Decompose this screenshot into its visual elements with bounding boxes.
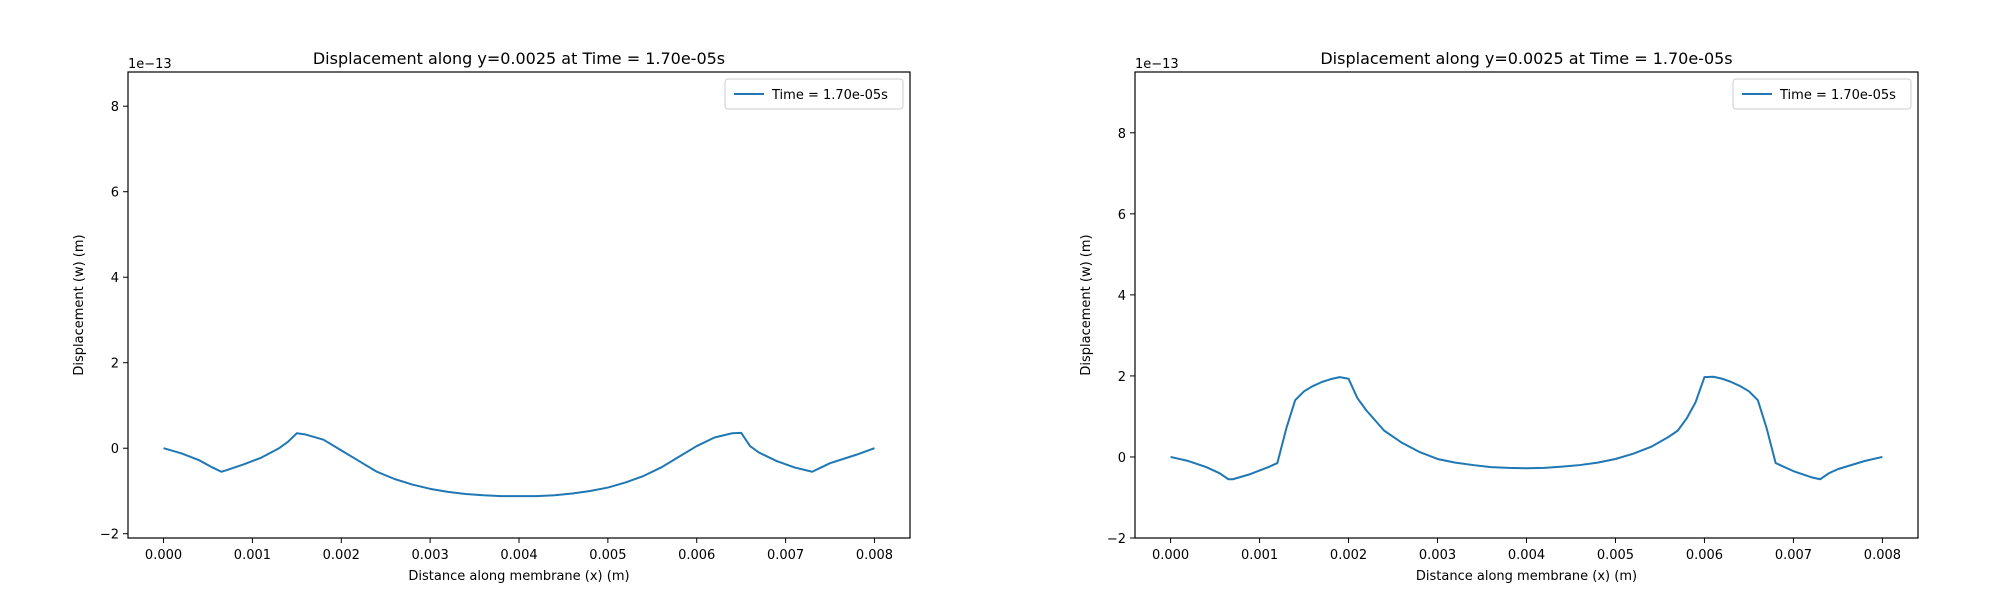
x-tick-label: 0.005 — [589, 548, 626, 563]
x-tick-label: 0.008 — [1864, 548, 1901, 563]
x-tick-label: 0.008 — [856, 548, 893, 563]
x-tick-label: 0.000 — [1152, 548, 1189, 563]
y-tick-label: 8 — [111, 100, 119, 115]
x-tick-label: 0.001 — [234, 548, 271, 563]
x-tick-label: 0.006 — [678, 548, 715, 563]
x-tick-label: 0.000 — [145, 548, 182, 563]
x-tick-label: 0.007 — [1775, 548, 1812, 563]
y-offset-text: 1e−13 — [128, 57, 172, 72]
chart-title: Displacement along y=0.0025 at Time = 1.… — [1320, 49, 1732, 68]
y-tick-label: −2 — [1107, 532, 1126, 547]
y-tick-label: 2 — [111, 357, 119, 372]
x-tick-label: 0.003 — [412, 548, 449, 563]
x-tick-label: 0.005 — [1597, 548, 1634, 563]
legend: Time = 1.70e-05s — [1732, 78, 1912, 110]
x-tick-label: 0.002 — [1330, 548, 1367, 563]
y-tick-label: 0 — [111, 442, 119, 457]
y-tick-label: 8 — [1118, 127, 1126, 142]
x-axis-label: Distance along membrane (x) (m) — [1416, 569, 1637, 584]
x-tick-label: 0.003 — [1419, 548, 1456, 563]
chart-title: Displacement along y=0.0025 at Time = 1.… — [313, 49, 725, 68]
y-tick-label: −2 — [100, 528, 119, 543]
plot-frame — [1134, 71, 1919, 539]
x-tick-label: 0.004 — [1508, 548, 1545, 563]
y-tick-label: 0 — [1118, 451, 1126, 466]
y-axis-label: Displacement (w) (m) — [72, 234, 87, 375]
x-tick-label: 0.002 — [323, 548, 360, 563]
y-tick-label: 6 — [111, 186, 119, 201]
y-tick-label: 4 — [1118, 289, 1126, 304]
legend-label: Time = 1.70e-05s — [1779, 88, 1896, 103]
x-tick-label: 0.001 — [1241, 548, 1278, 563]
series-line — [1170, 375, 1883, 481]
x-axis-label: Distance along membrane (x) (m) — [408, 569, 629, 584]
y-tick-label: 6 — [1118, 208, 1126, 223]
y-tick-label: 4 — [111, 271, 119, 286]
x-tick-label: 0.007 — [767, 548, 804, 563]
chart-panel-1: Displacement along y=0.0025 at Time = 1.… — [72, 49, 911, 584]
y-offset-text: 1e−13 — [1135, 57, 1179, 72]
legend-box — [1732, 78, 1912, 110]
legend-label: Time = 1.70e-05s — [771, 88, 888, 103]
y-axis-label: Displacement (w) (m) — [1079, 234, 1094, 375]
x-tick-label: 0.004 — [500, 548, 537, 563]
legend: Time = 1.70e-05s — [724, 78, 904, 110]
chart-panel-2: Displacement along y=0.0025 at Time = 1.… — [1079, 49, 1919, 584]
legend-box — [724, 78, 904, 110]
x-tick-label: 0.006 — [1686, 548, 1723, 563]
series-line — [163, 431, 875, 498]
plot-frame — [127, 71, 911, 539]
y-tick-label: 2 — [1118, 370, 1126, 385]
